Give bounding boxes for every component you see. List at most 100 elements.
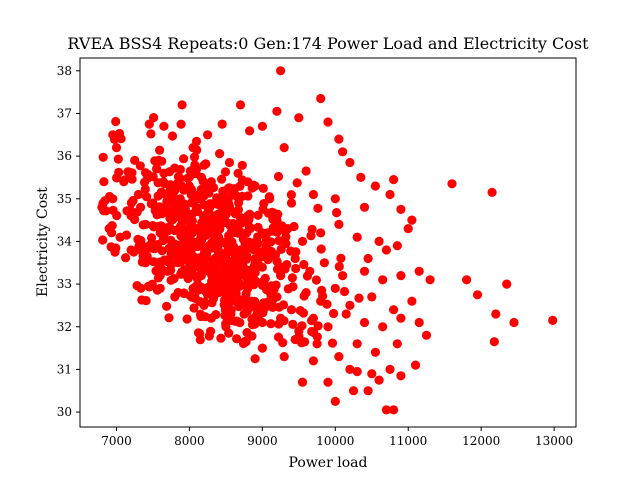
scatter-point — [111, 143, 122, 153]
x-tick-label: 7000 — [101, 434, 132, 448]
scatter-point — [407, 215, 417, 225]
scatter-point — [367, 292, 377, 302]
scatter-point — [166, 207, 176, 217]
x-tick-label: 10000 — [316, 434, 354, 448]
scatter-point — [241, 337, 251, 347]
scatter-point — [277, 225, 287, 235]
scatter-point — [249, 262, 259, 273]
scatter-point — [276, 66, 286, 76]
scatter-point — [299, 291, 309, 301]
scatter-point — [176, 119, 186, 129]
scatter-point — [260, 301, 270, 312]
scatter-point — [316, 228, 326, 238]
y-tick-label: 35 — [57, 192, 72, 206]
scatter-point — [215, 193, 225, 203]
scatter-point — [308, 356, 318, 366]
scatter-point — [352, 232, 362, 242]
scatter-point — [330, 194, 340, 204]
x-tick-label: 13000 — [535, 434, 573, 448]
scatter-point — [183, 273, 193, 284]
scatter-point — [266, 290, 276, 300]
scatter-point — [215, 149, 225, 159]
plot-area-frame — [79, 57, 577, 428]
x-tick-label: 8000 — [174, 434, 205, 448]
y-tick-label: 37 — [57, 106, 72, 120]
scatter-point — [370, 181, 380, 191]
scatter-point — [297, 377, 308, 387]
scatter-point — [352, 366, 362, 377]
scatter-point — [330, 396, 340, 406]
scatter-point — [104, 191, 115, 202]
scatter-point — [307, 316, 317, 326]
scatter-point — [247, 242, 257, 252]
scatter-point — [257, 121, 267, 131]
scatter-point — [339, 286, 350, 297]
scatter-point — [146, 199, 156, 209]
scatter-point — [509, 317, 519, 328]
scatter-point — [462, 275, 472, 285]
scatter-point — [195, 335, 205, 345]
scatter-point — [198, 258, 208, 268]
scatter-point — [363, 253, 373, 264]
scatter-point — [396, 371, 406, 381]
scatter-point — [266, 319, 276, 329]
y-tick-label: 30 — [57, 405, 72, 419]
scatter-point — [378, 275, 388, 285]
scatter-point — [162, 301, 172, 311]
scatter-point — [213, 217, 223, 227]
scatter-point — [301, 166, 311, 176]
scatter-point — [502, 279, 512, 289]
scatter-point — [244, 211, 255, 221]
scatter-point — [129, 247, 139, 257]
scatter-point — [257, 262, 267, 272]
scatter-point — [336, 253, 346, 263]
scatter-point — [216, 333, 226, 343]
y-tick-label: 34 — [57, 234, 73, 248]
scatter-point — [255, 249, 265, 259]
scatter-point — [142, 192, 152, 202]
scatter-point — [170, 163, 180, 173]
scatter-point — [182, 314, 192, 324]
scatter-point — [341, 309, 351, 319]
scatter-point — [392, 339, 402, 349]
scatter-point — [414, 266, 424, 276]
scatter-point — [211, 310, 221, 320]
scatter-point — [286, 198, 297, 208]
scatter-point — [421, 330, 432, 340]
scatter-point — [472, 290, 483, 300]
scatter-point — [267, 207, 277, 217]
scatter-point — [410, 360, 421, 370]
scatter-point — [157, 246, 167, 256]
scatter-point — [257, 343, 267, 353]
scatter-point — [288, 282, 298, 292]
scatter-point — [130, 214, 140, 225]
scatter-point — [206, 242, 216, 252]
scatter-point — [392, 241, 402, 251]
scatter-point — [203, 130, 213, 140]
scatter-point — [389, 405, 399, 415]
scatter-point — [322, 299, 332, 309]
scatter-point — [381, 405, 391, 415]
scatter-point — [150, 206, 160, 216]
scatter-point — [98, 152, 108, 162]
scatter-point — [199, 212, 209, 222]
scatter-point — [334, 261, 344, 272]
scatter-point — [164, 222, 175, 232]
scatter-point — [109, 134, 120, 144]
x-axis-label: Power load — [289, 455, 368, 471]
scatter-point — [119, 175, 129, 185]
scatter-point — [106, 242, 116, 252]
scatter-point — [137, 257, 147, 267]
scatter-point — [170, 239, 180, 249]
y-tick-label: 33 — [57, 277, 72, 291]
scatter-point — [396, 271, 406, 281]
scatter-point — [99, 177, 109, 187]
scatter-point — [259, 276, 269, 286]
scatter-point — [124, 167, 134, 177]
scatter-point — [207, 298, 217, 308]
scatter-point — [338, 147, 348, 157]
scatter-point — [192, 194, 202, 204]
scatter-point — [356, 172, 366, 182]
scatter-point — [374, 375, 384, 385]
scatter-point — [323, 117, 333, 127]
